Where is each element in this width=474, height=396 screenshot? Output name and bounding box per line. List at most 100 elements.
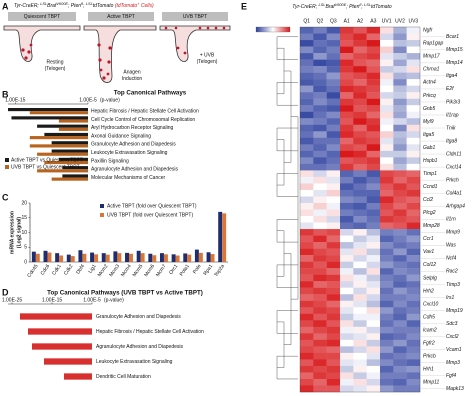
heatmap-cell	[353, 281, 367, 288]
x-tick-label: 1.00E-25	[2, 297, 23, 303]
heatmap-cell	[353, 326, 367, 334]
heatmap-cell	[340, 189, 354, 197]
heatmap-cell	[406, 248, 421, 256]
bar	[51, 177, 88, 181]
heatmap-cell	[406, 307, 421, 314]
y-tick-label: 5	[24, 245, 27, 251]
heatmap-cell	[393, 333, 407, 341]
heatmap-cell	[313, 124, 327, 132]
heatmap-cell	[313, 72, 327, 80]
heatmap-cell	[313, 255, 327, 262]
heatmap-cell	[340, 202, 354, 210]
heatmap-cell	[326, 274, 341, 282]
heatmap-cell	[406, 268, 421, 275]
heatmap-cell	[380, 53, 394, 60]
bar	[55, 253, 60, 262]
heatmap-cell	[406, 66, 421, 73]
heatmap-cell	[393, 157, 407, 165]
bar	[43, 250, 48, 262]
heatmap-cell	[326, 346, 341, 354]
heatmap-cell	[313, 53, 327, 60]
category-label: Hepatic Fibrosis / Hepatic Stellate Cell…	[96, 329, 204, 335]
heatmap-cell	[326, 209, 341, 217]
bar	[31, 251, 36, 262]
x-tick-label: Mcm3	[108, 263, 121, 278]
heatmap-cell	[406, 274, 421, 282]
heatmap-cell	[380, 66, 394, 73]
heatmap-cell	[393, 320, 407, 328]
row-label: Was	[446, 243, 456, 249]
heatmap-cell	[366, 281, 381, 288]
heatmap-cell	[300, 144, 314, 152]
heatmap-cell	[326, 326, 341, 334]
heatmap-cell	[326, 196, 341, 204]
bar	[187, 254, 192, 262]
heatmap-cell	[366, 222, 381, 230]
bar	[66, 254, 71, 262]
heatmap-cell	[326, 385, 341, 393]
heatmap-cell	[380, 352, 394, 360]
heatmap-cell	[353, 307, 367, 314]
heatmap-cell	[300, 40, 314, 47]
heatmap-cell	[380, 72, 394, 80]
heatmap-cell	[340, 287, 354, 295]
heatmap-cell	[366, 137, 381, 145]
bar	[222, 213, 227, 262]
heatmap-cell	[300, 339, 314, 347]
bar	[58, 119, 88, 123]
heatmap-cell	[380, 163, 394, 171]
heatmap-cell	[380, 79, 394, 86]
heatmap-cell	[406, 27, 421, 34]
bar	[175, 255, 180, 262]
heatmap-cell	[300, 98, 314, 106]
bar	[32, 343, 92, 350]
heatmap-cell	[326, 176, 341, 184]
column-label: A1	[344, 18, 350, 24]
heatmap-cell	[393, 59, 407, 67]
heatmap-cell	[366, 202, 381, 210]
heatmap-cell	[353, 385, 367, 393]
heatmap-cell	[393, 307, 407, 314]
heatmap-cell	[393, 202, 407, 210]
heatmap-cell	[326, 27, 341, 34]
title-part: ;	[83, 3, 86, 9]
heatmap-cell	[406, 53, 421, 60]
heatmap-cell	[353, 372, 367, 380]
heatmap-cell	[406, 346, 421, 354]
heatmap-cell	[380, 98, 394, 106]
heatmap-cell	[406, 157, 421, 165]
heatmap-cell	[326, 72, 341, 80]
heatmap-cell	[393, 27, 407, 34]
heatmap-cell	[380, 307, 394, 314]
x-tick-label: Pole	[192, 263, 203, 275]
row-label: Arhgap4	[445, 204, 465, 210]
row-label: Ccr1	[423, 236, 434, 242]
heatmap-cell	[406, 385, 421, 393]
heatmap-cell	[300, 385, 314, 393]
heatmap-cell	[340, 40, 354, 47]
heatmap-cell	[366, 346, 381, 354]
x-tick-label: Mcm5	[132, 263, 145, 278]
heatmap-cell	[313, 157, 327, 165]
heatmap-cell	[326, 118, 341, 125]
title-part: LSL	[319, 2, 326, 7]
bar	[113, 251, 118, 262]
heatmap-cell	[326, 339, 341, 347]
heatmap-cell	[313, 242, 327, 249]
heatmap-cell	[300, 163, 314, 171]
heatmap-cell	[393, 176, 407, 184]
heatmap-cell	[313, 229, 327, 236]
row-label: Prkcq	[423, 93, 436, 99]
column-label: Q2	[317, 18, 324, 24]
heatmap-cell	[300, 229, 314, 236]
heatmap-cell	[380, 346, 394, 354]
bar	[29, 136, 88, 140]
bar	[29, 111, 88, 115]
heatmap-cell	[366, 352, 381, 360]
row-label: Hspb1	[423, 158, 438, 164]
heatmap-cell	[300, 300, 314, 308]
x-tick-label: Cdk1	[51, 263, 63, 276]
heatmap-cell	[340, 326, 354, 334]
heatmap-cell	[393, 326, 407, 334]
heatmap-cell	[353, 300, 367, 308]
